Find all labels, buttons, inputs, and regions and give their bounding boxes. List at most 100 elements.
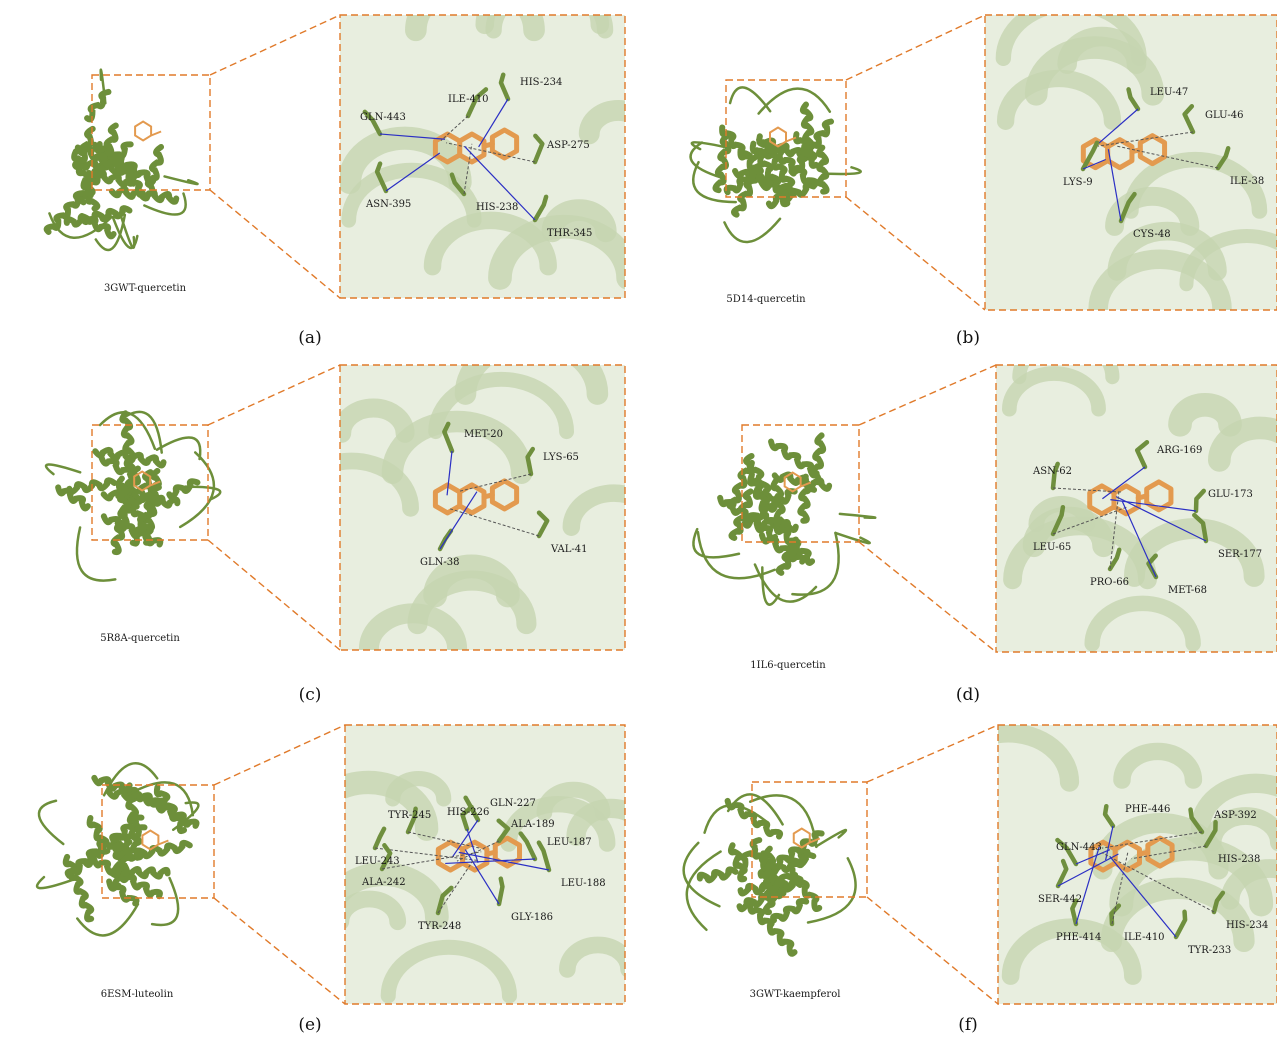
complex-caption: 3GWT-quercetin [104,283,187,294]
residue-sidechain [499,879,502,904]
residue-label: ILE-410 [1124,932,1165,943]
panel-letter: (e) [298,1015,321,1035]
ligand-thumbnail [135,122,161,141]
protein-helix [779,539,796,572]
residue-label: GLN-443 [1056,842,1102,853]
residue-label: PHE-414 [1056,932,1101,943]
complex-caption: 1IL6-quercetin [750,660,826,671]
residue-label: GLN-38 [420,557,459,568]
ligand-bond [1139,852,1147,854]
protein-helix [700,869,736,880]
zoom-connector-bottom [859,542,996,652]
panel-letter: (d) [956,685,980,705]
protein-loop [46,465,80,475]
residue-label: GLN-227 [490,798,536,809]
zoom-connector-top [214,725,345,785]
zoom-connector-top [208,365,340,425]
protein-loop [152,878,178,925]
residue-label: ALA-189 [510,819,555,830]
zoom-connector-top [859,365,996,425]
protein-loop [77,528,115,581]
residue-label: MET-20 [464,429,503,440]
protein-loop [705,805,769,832]
protein-loop [687,852,721,930]
residue-label: ASP-275 [546,140,590,151]
zoom-connector-top [867,725,998,782]
panel-a: GLN-443 ILE-410 HIS-234 ASP-275 ASN-395 HIS-2… [47,0,648,348]
panel-letter: (b) [956,328,980,348]
protein-helix [773,901,806,920]
residue-label: HIS-234 [520,77,562,88]
residue-label: TYR-245 [388,810,431,821]
residue-label: HIS-238 [1218,854,1260,865]
protein-loop [121,216,134,248]
panel-d: ARG-169 ASN-62 GLU-173 LEU-65 SER-177 PRO-66 M… [693,340,1277,705]
residue-label: GLN-443 [360,112,406,123]
ligand-thumbnail [770,128,796,147]
protein-loop [828,167,860,174]
ligand-bond [487,852,495,854]
residue-label: TYR-233 [1188,945,1231,956]
residue-label: ILE-38 [1230,176,1264,187]
residue-label: GLU-46 [1205,110,1243,121]
zoom-connector-bottom [867,897,998,1004]
ligand-bond [1138,496,1146,498]
protein-helix [771,442,817,476]
protein-helix [819,148,827,192]
protein-overview [684,794,856,953]
protein-loop [840,514,875,518]
residue-label: ASN-62 [1032,466,1072,477]
protein-loop [724,219,780,242]
zoom-connector-top [846,15,985,80]
panel-b: LEU-47GLU-46LYS-9 ILE-38CYS-485D14-querce… [691,4,1277,348]
protein-overview [47,70,198,250]
binding-site-zoom [340,0,647,298]
residue-label: ARG-169 [1156,445,1202,456]
residue-label: ALA-242 [361,877,406,888]
residue-label: GLY-186 [511,912,553,923]
zoom-connector-bottom [846,197,985,310]
complex-caption: 3GWT-kaempferol [750,989,841,1000]
residue-label: GLU-173 [1208,489,1253,500]
residue-label: TYR-248 [418,921,461,932]
residue-label: LEU-65 [1033,542,1071,553]
protein-loop [808,858,856,922]
residue-label: HIS-226 [447,807,489,818]
binding-site-zoom [985,4,1277,310]
zoom-connector-top [210,15,340,75]
protein-loop [835,533,869,543]
residue-label: HIS-238 [476,202,518,213]
residue-label: LYS-9 [1063,177,1093,188]
residue-label: CYS-48 [1133,229,1171,240]
panel-letter: (c) [299,685,322,705]
residue-label: LYS-65 [543,452,579,463]
residue-label: VAL-41 [550,544,588,555]
protein-overview [46,412,220,581]
residue-label: THR-345 [547,228,592,239]
zoom-connector-bottom [208,540,340,650]
complex-caption: 5R8A-quercetin [100,633,180,644]
panel-letter: (f) [958,1015,978,1035]
residue-label: LEU-187 [547,837,592,848]
ligand-bond [484,144,492,146]
protein-helix [811,435,823,489]
residue-label: PRO-66 [1090,577,1129,588]
zoom-connector-bottom [210,190,340,298]
complex-caption: 6ESM-luteolin [101,989,174,1000]
protein-overview [693,435,875,604]
panel-e: GLN-227TYR-245 HIS-226ALA-189LEU-187LEU-2… [37,725,646,1035]
protein-helix [169,481,197,497]
binding-site-zoom [292,341,656,650]
zoom-connector-bottom [214,898,345,1004]
residue-label: SER-442 [1038,894,1082,905]
protein-helix [122,413,134,472]
residue-label: LEU-47 [1150,87,1188,98]
residue-label: ASP-392 [1213,810,1257,821]
protein-helix [148,147,161,194]
protein-loop [157,437,200,459]
protein-loop [37,877,72,888]
residue-label: ILE-410 [448,94,489,105]
residue-label: LEU-188 [561,878,606,889]
residue-label: PHE-446 [1125,804,1170,815]
panel-f: PHE-446ASP-392GLN-443HIS-238SER-442HIS-2… [684,725,1277,1035]
